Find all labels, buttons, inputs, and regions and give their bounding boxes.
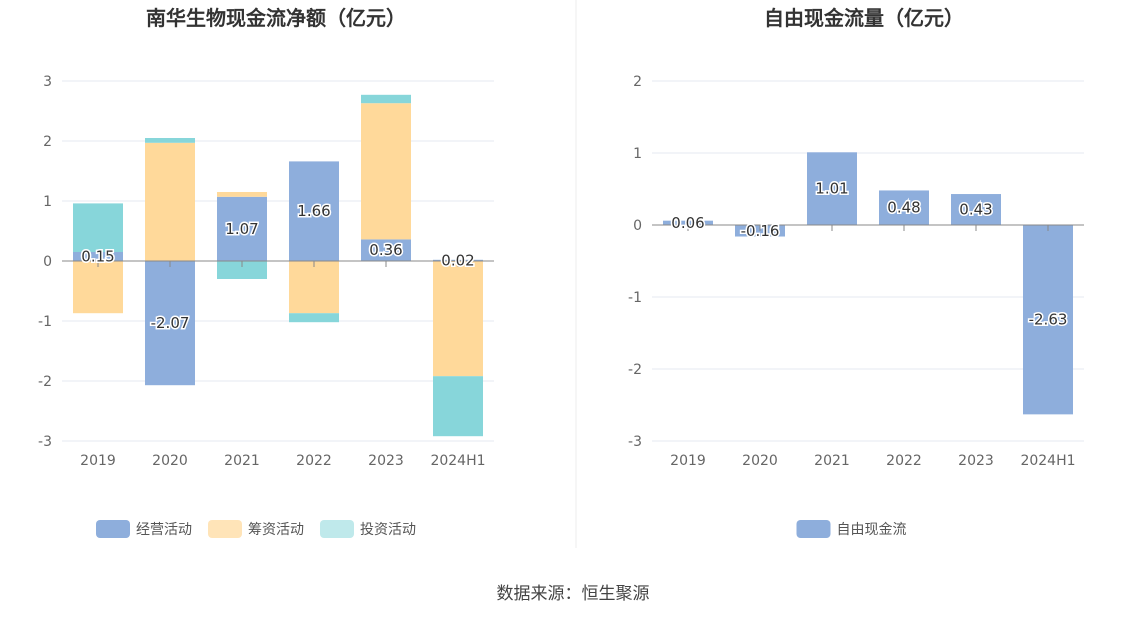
bar-筹资活动 [145, 142, 195, 261]
x-tick-label: 2024H1 [1020, 453, 1075, 469]
data-label: -2.63 [1029, 311, 1068, 329]
bar-筹资活动 [217, 192, 267, 197]
x-tick-label: 2021 [224, 453, 260, 469]
legend-swatch [796, 520, 831, 538]
data-label: 0.02 [441, 251, 474, 269]
legend-item-筹资活动[interactable]: 筹资活动 [208, 520, 304, 538]
bar-筹资活动 [433, 261, 483, 377]
data-label: -0.16 [741, 222, 780, 240]
data-label: 1.66 [297, 202, 330, 220]
bar-自由现金流 [663, 220, 713, 225]
y-tick-label: 2 [633, 74, 642, 90]
x-tick-label: 2019 [670, 453, 706, 469]
y-tick-label: 0 [43, 254, 52, 270]
x-tick-label: 2022 [886, 453, 922, 469]
legend-swatch [208, 520, 242, 538]
y-tick-label: 2 [43, 134, 52, 150]
data-label: 1.01 [815, 180, 848, 198]
legend-swatch [320, 520, 354, 538]
y-tick-label: -3 [628, 434, 642, 450]
bar-筹资活动 [289, 261, 339, 314]
legend-swatch [96, 520, 130, 538]
y-tick-label: -1 [38, 314, 52, 330]
x-tick-label: 2021 [814, 453, 850, 469]
bar-投资活动 [433, 376, 483, 437]
bar-投资活动 [361, 94, 411, 104]
y-tick-label: 1 [43, 194, 52, 210]
legend-label: 筹资活动 [248, 521, 304, 538]
legend-item-经营活动[interactable]: 经营活动 [96, 520, 192, 538]
bar-自由现金流 [807, 152, 857, 225]
bar-经营活动 [145, 261, 195, 386]
legend-label: 自由现金流 [837, 522, 907, 538]
x-tick-label: 2023 [958, 453, 994, 469]
y-tick-label: 3 [43, 74, 52, 90]
bar-自由现金流 [879, 190, 929, 225]
y-tick-label: -3 [38, 434, 52, 450]
legend-item-投资活动[interactable]: 投资活动 [320, 520, 416, 538]
bar-自由现金流 [1023, 225, 1073, 415]
data-label: 0.43 [959, 201, 992, 219]
bar-投资活动 [145, 138, 195, 143]
y-tick-label: -2 [38, 374, 52, 390]
legend-label: 投资活动 [360, 522, 416, 538]
data-label: -2.07 [151, 314, 190, 332]
x-tick-label: 2020 [152, 453, 188, 469]
data-label: 0.15 [81, 248, 114, 266]
data-label: 0.48 [887, 199, 920, 217]
left-chart: 3 2 1 0 -1 -2 -3 2019 2020 2021 2022 2023 2024H1 0.15… [38, 74, 494, 538]
bar-经营活动 [433, 259, 483, 261]
bar-投资活动 [289, 313, 339, 323]
bar-自由现金流 [951, 194, 1001, 225]
x-tick-label: 2023 [368, 453, 404, 469]
bar-经营活动 [361, 239, 411, 261]
bar-经营活动 [217, 196, 267, 261]
left-chart-title: 南华生物现金流净额（亿元） [146, 6, 406, 30]
bar-筹资活动 [73, 261, 123, 314]
bar-筹资活动 [361, 103, 411, 240]
x-tick-label: 2020 [742, 453, 778, 469]
right-chart-title: 自由现金流量（亿元） [764, 6, 964, 30]
bar-经营活动 [73, 252, 123, 261]
right-chart: 2 1 0 -1 -2 -3 2019 2020 2021 2022 2023 2024H1 0.06 -… [628, 74, 1084, 538]
data-label: 0.36 [369, 241, 402, 259]
bar-投资活动 [217, 261, 267, 279]
source-note: 数据来源：恒生聚源 [497, 584, 650, 604]
data-label: 1.07 [225, 220, 258, 238]
x-tick-label: 2024H1 [430, 453, 485, 469]
y-tick-label: 0 [633, 218, 642, 234]
y-tick-label: -1 [628, 290, 642, 306]
x-tick-label: 2019 [80, 453, 116, 469]
y-tick-label: -2 [628, 362, 642, 378]
x-tick-label: 2022 [296, 453, 332, 469]
y-tick-label: 1 [633, 146, 642, 162]
bar-投资活动 [73, 203, 123, 252]
data-label: 0.06 [671, 214, 704, 232]
legend-item-自由现金流[interactable]: 自由现金流 [796, 520, 907, 538]
legend-label: 经营活动 [136, 522, 192, 538]
bar-经营活动 [289, 161, 339, 261]
